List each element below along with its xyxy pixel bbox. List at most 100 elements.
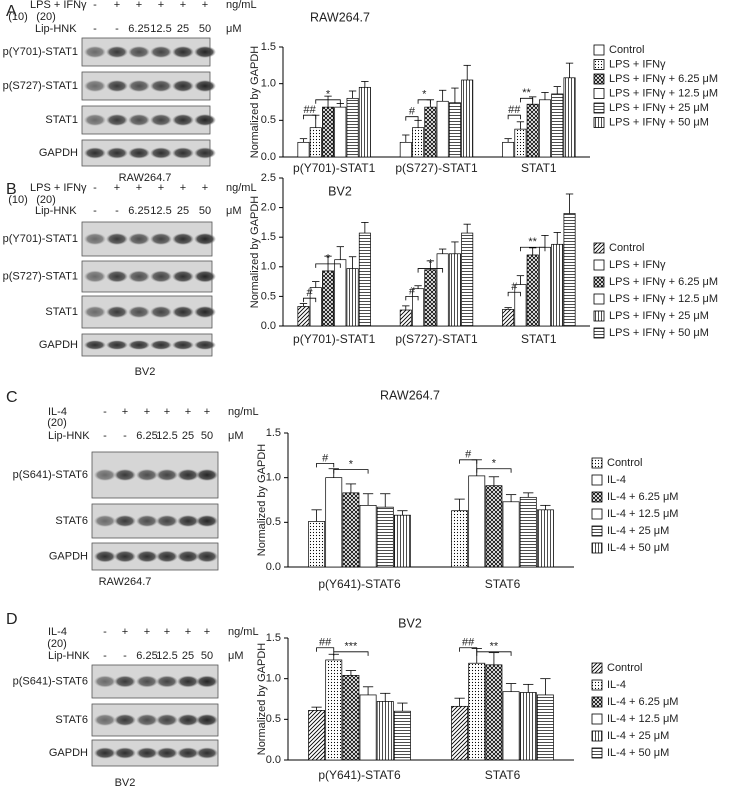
bar [297, 141, 310, 158]
significance-label: * [422, 89, 427, 101]
band-label: GAPDH [49, 550, 88, 562]
x-tick-label: p(Y701)-STAT1 [293, 332, 376, 346]
blot-band [128, 306, 150, 318]
blot-band [114, 714, 136, 726]
treatment-sign: + [136, 182, 142, 194]
blot-band [194, 114, 216, 126]
y-tick-label: 1.0 [266, 472, 281, 484]
blot-band [114, 747, 136, 759]
blot-band [150, 80, 172, 92]
significance-label: * [326, 253, 331, 265]
bar [536, 694, 554, 761]
bar [563, 213, 576, 327]
blot-band [150, 340, 172, 350]
chart-title: RAW264.7 [310, 10, 370, 24]
significance-label: ** [490, 641, 499, 653]
band-label: GAPDH [39, 147, 78, 159]
significance-label: * [492, 458, 497, 470]
blot-band [84, 46, 106, 58]
legend-swatch [591, 491, 603, 503]
y-tick-label: 1.0 [261, 261, 276, 273]
drug-dose: - [123, 650, 127, 662]
x-tick-label: p(S727)-STAT1 [395, 161, 478, 175]
blot-band [84, 114, 106, 126]
blot-band [177, 515, 199, 527]
legend-label: IL-4 + 25 μM [607, 525, 669, 537]
blot-band [150, 270, 172, 283]
significance-label: * [349, 459, 354, 471]
blot-band [156, 550, 178, 563]
bar [424, 269, 437, 327]
band-label: STAT1 [45, 114, 78, 126]
y-tick-label: 1.5 [261, 41, 276, 53]
bar [451, 705, 469, 761]
chart-title: RAW264.7 [380, 388, 440, 402]
legend-swatch [593, 310, 605, 322]
bar [436, 100, 449, 158]
legend-swatch [591, 474, 603, 486]
legend-swatch [593, 44, 605, 56]
blot-band [128, 233, 150, 245]
drug-unit: μM [226, 205, 242, 217]
significance-label: ## [303, 104, 316, 116]
x-tick-label: p(Y641)-STAT6 [318, 768, 401, 782]
significance-bracket [520, 246, 546, 252]
treatment-unit: ng/mL [228, 406, 259, 418]
bar [461, 232, 474, 327]
treatment-sign: + [185, 406, 191, 418]
blot-band [150, 233, 172, 245]
treatment-sign: + [180, 0, 186, 11]
blot-band [136, 675, 158, 688]
blot-band [114, 469, 136, 481]
blot-band [196, 747, 218, 759]
band-label: p(S641)-STAT6 [13, 469, 88, 481]
drug-unit: μM [228, 650, 244, 662]
significance-bracket [405, 296, 419, 301]
blot-band [150, 114, 172, 126]
treatment-sign: + [122, 406, 128, 418]
significance-bracket [507, 114, 521, 120]
significance-bracket [507, 291, 521, 297]
significance-label: ## [462, 637, 475, 649]
significance-bracket [476, 468, 512, 473]
y-axis-label: Normalized by GAPDH [256, 444, 268, 557]
legend-swatch [591, 679, 603, 691]
legend-label: IL-4 + 50 μM [607, 542, 669, 554]
bar [358, 86, 371, 158]
blot-band [106, 147, 128, 159]
bar [297, 306, 310, 327]
drug-dose: 50 [201, 650, 213, 662]
blot-band [94, 675, 116, 688]
significance-bracket [315, 99, 341, 104]
bar [358, 232, 371, 327]
drug-dose: - [115, 23, 119, 35]
significance-bracket [316, 462, 335, 468]
drug-dose: - [103, 650, 107, 662]
blot-band [84, 306, 106, 318]
y-tick-label: 2.5 [261, 172, 276, 184]
y-tick-label: 1.0 [261, 78, 276, 90]
blot-band [84, 147, 106, 159]
blot-band [172, 114, 194, 126]
drug-dose: - [93, 205, 97, 217]
blot-band [156, 714, 178, 726]
blot-band [194, 340, 216, 350]
legend-label: LPS + IFNγ [609, 58, 666, 70]
legend-swatch [591, 696, 603, 708]
legend-label: IL-4 + 6.25 μM [607, 696, 678, 708]
blot-band [94, 714, 116, 726]
blot-band [150, 147, 172, 159]
significance-label: * [326, 89, 331, 101]
blot-band [136, 515, 158, 527]
blot-band [196, 469, 218, 481]
bar [376, 506, 394, 568]
drug-dose: 25 [182, 430, 194, 442]
treatment-sign: + [204, 406, 210, 418]
drug-dose: 6.25 [128, 205, 149, 217]
blot-band [172, 340, 194, 350]
significance-bracket [417, 99, 431, 104]
legend-label: LPS + IFNγ + 12.5 μM [609, 87, 718, 99]
drug-dose: 12.5 [150, 23, 171, 35]
band-label: STAT1 [45, 306, 78, 318]
treatment-dose: (20) [36, 194, 56, 206]
